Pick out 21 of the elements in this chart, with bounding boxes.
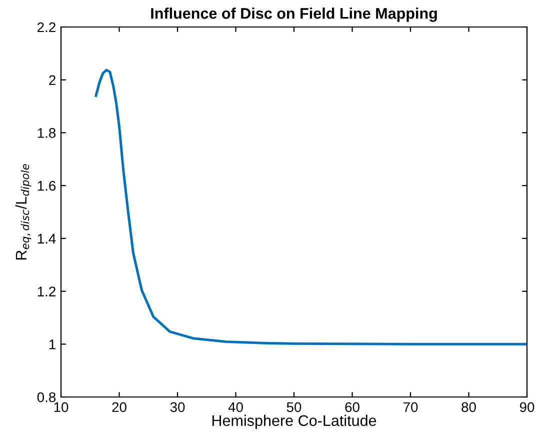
y-tick-label: 0.8 [37,392,56,402]
x-tick-label: 70 [403,402,418,412]
x-axis-title: Hemisphere Co-Latitude [212,414,376,430]
x-tick-label: 20 [112,402,126,412]
y-tick-label: 1.4 [38,234,56,244]
x-tick-label: 50 [286,402,302,412]
y-tick-label: 1.8 [38,128,56,138]
chart-title: Influence of Disc on Field Line Mapping [151,8,437,22]
x-tick-label: 40 [228,402,243,412]
y-tick-label: 1.2 [38,286,56,296]
y-tick-label: 2 [49,75,56,85]
x-tick-label: 60 [345,402,360,412]
x-tick-label: 90 [520,402,534,412]
y-tick-label: 2.2 [38,22,56,32]
x-tick-label: 80 [462,402,476,412]
line-series [94,68,527,346]
y-tick-label: 1 [49,340,56,350]
x-tick-label: 30 [170,402,185,412]
y-axis-title: R$_{eq,disc}$/L$_{dipole}$ [15,164,32,260]
y-tick-label: 1.6 [38,180,56,191]
x-tick-label: 10 [54,402,68,412]
